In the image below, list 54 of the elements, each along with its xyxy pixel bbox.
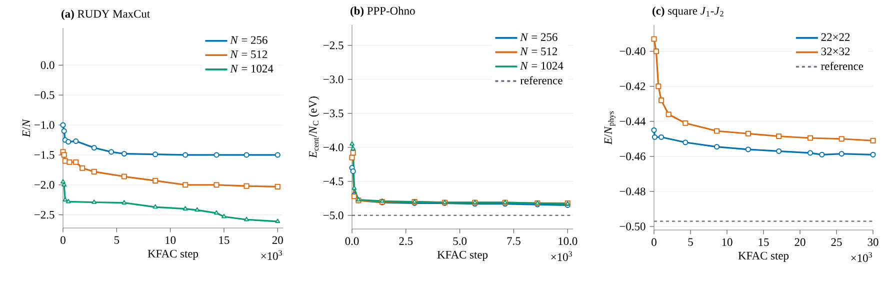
x-axis-title: KFAC step <box>437 250 488 261</box>
legend-label: N = 256 <box>520 33 558 41</box>
y-tick-label: −1.5 <box>34 151 54 159</box>
y-tick-label: −1.0 <box>34 121 54 129</box>
x-tick-label: 30 <box>868 238 878 246</box>
y-tick-label: −4.5 <box>324 178 344 186</box>
text: ×10$^{3}$ <box>851 252 872 262</box>
y-tick-label: −3.0 <box>324 76 344 84</box>
x-tick-label: 10 <box>722 238 732 246</box>
x-tick-label: 0.0 <box>345 237 359 246</box>
y-tick-label: −0.46 <box>620 152 646 160</box>
chart-title: (c) square J$_{1}$-J$_{2}$ <box>652 6 724 17</box>
x-tick-label: 10 <box>166 236 176 244</box>
legend-label: 22×22 <box>821 33 850 41</box>
y-tick-label: −0.5 <box>34 91 54 99</box>
legend-label: N = 1024 <box>230 64 274 72</box>
x-tick-label: 5 <box>688 238 693 246</box>
legend-label: N = 512 <box>230 50 268 58</box>
y-tick-label: −0.44 <box>620 117 646 126</box>
chart-title: (a) RUDY MaxCut <box>62 10 150 20</box>
y-tick-label: −4.0 <box>324 144 344 152</box>
y-tick-label: −0.42 <box>620 82 646 90</box>
y-tick-label: −2.0 <box>34 181 54 189</box>
y-tick-label: −2.5 <box>34 210 54 219</box>
x-tick-label: 7.5 <box>507 237 520 245</box>
y-tick-label: −3.5 <box>324 110 344 118</box>
x-tick-label: 25 <box>831 238 842 246</box>
x-tick-label: 0 <box>652 238 656 246</box>
y-tick-label: −0.48 <box>620 188 646 196</box>
chart-title: (b) PPP-Ohno <box>350 6 415 17</box>
legend-label: reference <box>821 62 864 70</box>
x-tick-label: 15 <box>758 238 769 246</box>
x-tick-label: 0 <box>60 236 66 244</box>
y-tick-label: −0.40 <box>620 47 646 56</box>
x-tick-label: 20 <box>794 238 806 246</box>
legend-label: 32×32 <box>821 48 850 56</box>
x-tick-label: 20 <box>272 236 283 244</box>
x-axis-title: KFAC step <box>148 250 198 260</box>
y-tick-label: −0.50 <box>620 222 646 230</box>
x-tick-label: 15 <box>219 236 230 244</box>
x-tick-label: 2.5 <box>399 237 413 246</box>
legend-label: N = 512 <box>520 48 558 56</box>
y-tick-label: 0.0 <box>40 61 54 70</box>
x-tick-label: 5.0 <box>453 237 467 246</box>
x-tick-label: 5 <box>114 236 120 244</box>
legend-label: reference <box>520 76 562 84</box>
y-tick-label: −5.0 <box>324 212 344 220</box>
text: ×10$^{3}$ <box>261 250 282 260</box>
legend-label: N = 1024 <box>520 62 564 70</box>
x-tick-label: 10.0 <box>558 237 578 246</box>
legend-label: N = 256 <box>230 36 268 44</box>
x-axis-title: KFAC step <box>738 252 789 262</box>
text: ×10$^{3}$ <box>551 251 572 261</box>
y-tick-label: −2.5 <box>324 42 344 50</box>
